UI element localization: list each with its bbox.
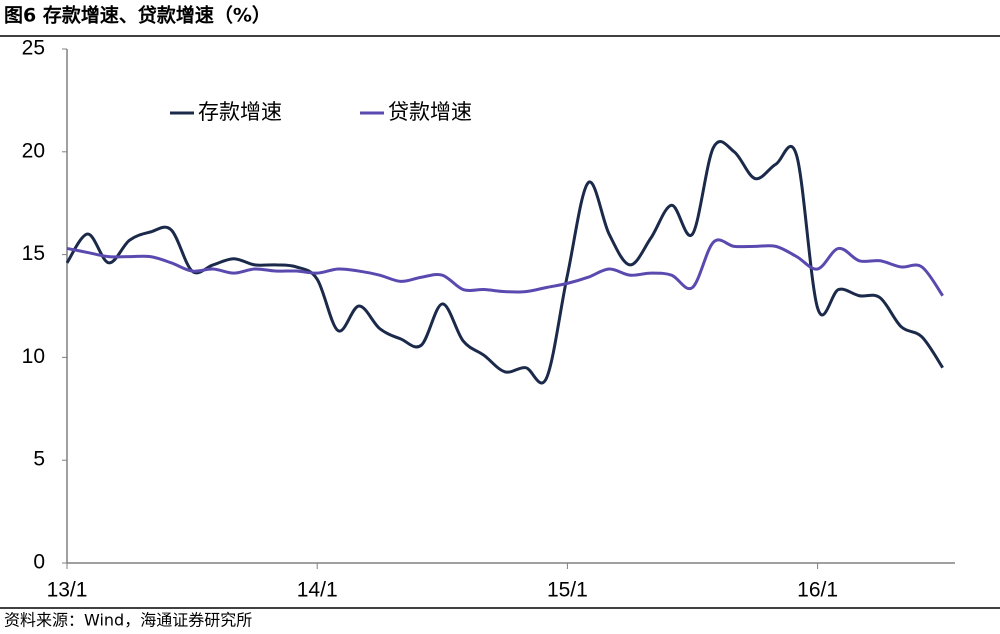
y-tick-label: 0	[33, 551, 45, 574]
x-tick-label: 15/1	[547, 579, 588, 602]
y-tick-label: 5	[33, 448, 45, 471]
chart-title: 图6 存款增速、贷款增速（%）	[4, 4, 271, 27]
x-tick-label: 13/1	[47, 579, 88, 602]
y-tick-label: 25	[22, 37, 45, 60]
y-tick-label: 20	[22, 139, 45, 162]
y-tick-label: 10	[22, 345, 45, 368]
series-line	[65, 140, 944, 385]
x-tick-label: 14/1	[297, 579, 338, 602]
x-tick-label: 16/1	[797, 579, 838, 602]
legend-label: 贷款增速	[388, 100, 472, 124]
series-line	[66, 238, 944, 297]
legend-label: 存款增速	[198, 100, 282, 124]
y-tick-label: 15	[22, 242, 45, 265]
source-note: 资料来源：Wind，海通证券研究所	[4, 611, 252, 630]
